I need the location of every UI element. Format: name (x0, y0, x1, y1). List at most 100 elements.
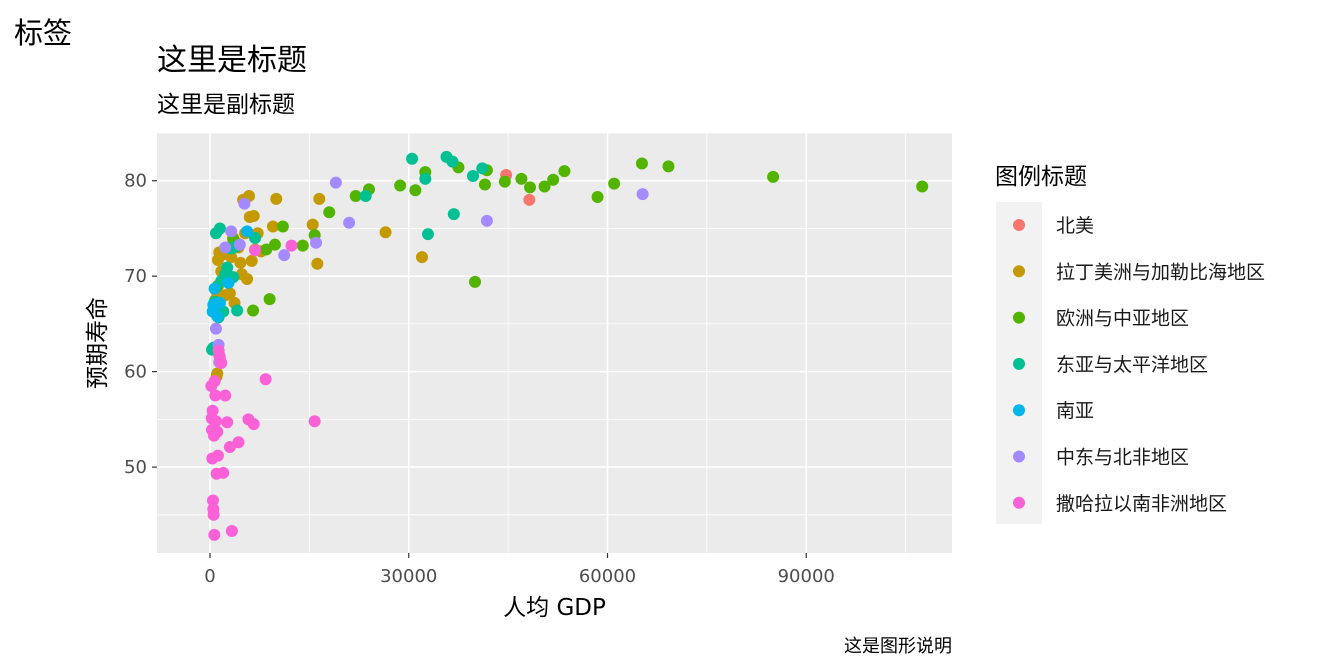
data-point (296, 239, 309, 252)
data-point (259, 373, 272, 386)
data-point (215, 357, 228, 370)
data-point (263, 293, 276, 306)
data-point (208, 528, 221, 541)
legend-label: 中东与北非地区 (1056, 447, 1189, 469)
y-axis: 50 60 70 80 (124, 171, 157, 478)
data-point (379, 226, 392, 239)
data-point (591, 190, 604, 203)
data-point (213, 296, 226, 309)
data-point (268, 238, 281, 251)
data-point (547, 173, 560, 186)
legend-key (1013, 357, 1025, 370)
data-point (446, 155, 459, 168)
data-points (205, 150, 929, 541)
data-point (270, 192, 283, 205)
chart-subtitle: 这里是副标题 (157, 92, 295, 118)
y-tick-label: 60 (124, 362, 147, 383)
x-axis: 0 30000 60000 90000 (204, 553, 835, 587)
data-point (329, 176, 342, 189)
plot-tag: 标签 (14, 16, 72, 50)
data-point (608, 177, 621, 190)
legend-title: 图例标题 (995, 164, 1087, 190)
data-point (208, 375, 221, 388)
x-tick-label: 30000 (380, 566, 437, 587)
data-point (211, 310, 224, 323)
data-point (359, 190, 372, 202)
x-axis-label: 人均 GDP (503, 595, 606, 621)
data-point (238, 197, 251, 210)
data-point (416, 251, 428, 264)
legend: 北美拉丁美洲与加勒比海地区欧洲与中亚地区东亚与太平洋地区南亚中东与北非地区撒哈拉… (1013, 215, 1265, 515)
data-point (311, 257, 324, 270)
data-point (308, 415, 321, 428)
data-point (207, 508, 220, 521)
legend-label: 北美 (1056, 215, 1094, 237)
data-point (247, 418, 260, 431)
legend-label: 欧洲与中亚地区 (1056, 308, 1189, 330)
y-axis-label: 预期寿命 (85, 297, 111, 389)
legend-key (1013, 450, 1025, 463)
data-point (558, 165, 571, 178)
data-point (209, 389, 222, 402)
data-point (249, 232, 262, 244)
data-point (278, 249, 291, 262)
data-point (208, 282, 221, 295)
data-point (538, 180, 551, 193)
data-point (523, 181, 536, 194)
data-point (219, 389, 232, 402)
data-point (232, 436, 245, 449)
data-point (635, 157, 648, 170)
data-point (767, 170, 780, 183)
data-point (234, 256, 247, 269)
data-point (480, 214, 493, 227)
data-point (476, 162, 489, 175)
data-point (310, 236, 322, 249)
y-tick-label: 80 (124, 171, 147, 192)
data-point (245, 254, 258, 267)
data-point (249, 244, 262, 257)
data-point (323, 206, 336, 219)
data-point (276, 220, 289, 233)
data-point (225, 251, 238, 264)
x-tick-label: 60000 (579, 566, 636, 587)
data-point (306, 218, 319, 231)
data-point (222, 276, 235, 289)
legend-key (1013, 496, 1025, 509)
data-point (394, 179, 407, 192)
data-point (636, 188, 649, 201)
data-point (916, 180, 929, 193)
data-point (219, 241, 232, 254)
minor-grid (157, 132, 952, 553)
data-point (225, 525, 238, 538)
legend-key (1013, 265, 1025, 278)
legend-key (1013, 311, 1025, 324)
data-point (469, 275, 481, 288)
data-point (221, 416, 234, 429)
data-point (233, 238, 246, 251)
data-point (209, 415, 222, 428)
data-point (349, 190, 362, 202)
data-point (421, 228, 434, 241)
plot-panel (157, 133, 952, 553)
data-point (209, 322, 222, 335)
data-point (447, 208, 460, 221)
data-point (241, 273, 254, 286)
data-point (221, 261, 234, 274)
data-point (406, 152, 419, 165)
data-point (498, 175, 511, 188)
data-point (467, 169, 480, 182)
chart-caption: 这是图形说明 (844, 636, 952, 657)
data-point (247, 210, 260, 223)
legend-key (1013, 219, 1025, 231)
data-point (409, 184, 422, 197)
legend-label: 南亚 (1056, 400, 1094, 422)
y-tick-label: 50 (124, 457, 147, 478)
data-point (213, 222, 226, 235)
data-point (419, 172, 432, 185)
data-point (211, 425, 224, 438)
data-point (217, 466, 230, 479)
data-point (211, 449, 224, 462)
data-point (285, 239, 298, 252)
data-point (231, 304, 244, 317)
